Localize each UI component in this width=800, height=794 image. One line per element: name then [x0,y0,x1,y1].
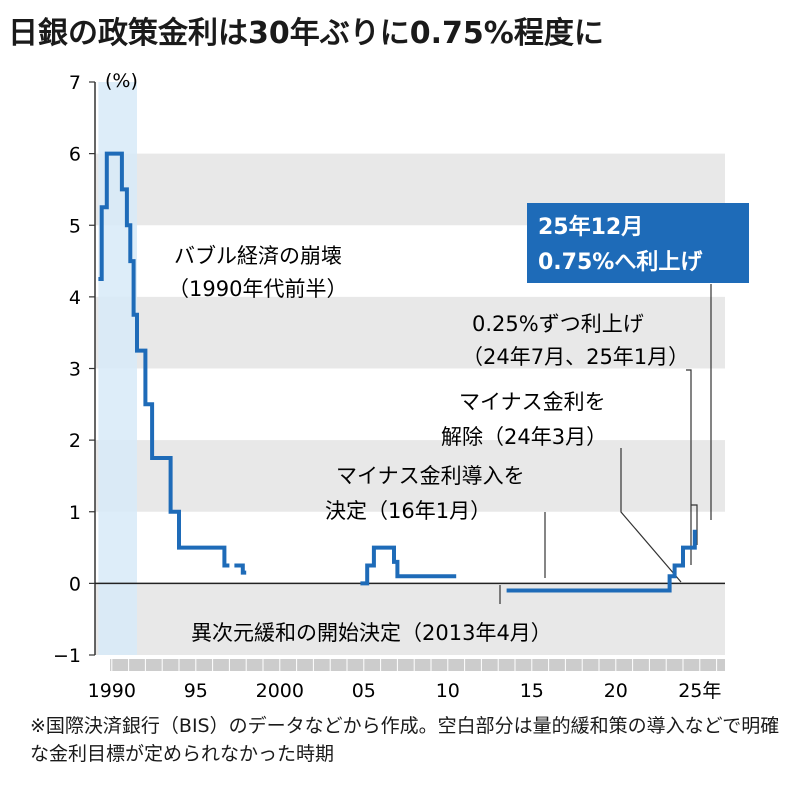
callout-line1: 25年12月 [538,214,643,240]
x-tick-label: 2000 [256,680,304,702]
y-tick-label: 4 [69,287,81,309]
grid-band [95,583,725,655]
x-ticks: 1990 95 2000 05 10 15 20 25年 [88,680,722,702]
callout-box: 25年12月 0.75%へ利上げ [527,203,749,283]
rate-line-segment [506,529,697,593]
rate-line-segment [234,563,247,575]
chart-title: 日銀の政策金利は30年ぶりに0.75%程度に [8,16,604,51]
callout-line2: 0.75%へ利上げ [538,250,703,275]
annotation-text: バブル経済の崩壊 [174,244,342,268]
y-tick-label: 1 [69,502,81,524]
y-axis-label: (%) [105,70,138,92]
rate-line-segment [98,151,230,568]
y-tick-label: 0 [69,573,81,595]
annotation-text: 決定（16年1月） [325,499,491,523]
x-tick-label: 95 [184,680,208,702]
annotation-text: マイナス金利導入を [336,464,525,488]
rate-line-segment [360,545,457,586]
x-tick-label: 1990 [88,680,136,702]
annotation-text: マイナス金利を [459,390,606,414]
x-tick-label: 05 [352,680,376,702]
annotation-leaders [499,284,712,604]
bubble-highlight-band [98,82,137,655]
annotation-text: （1990年代前半） [168,277,347,301]
annotation-text: 解除（24年3月） [441,425,607,449]
leader-line [686,369,692,565]
x-axis-strip-bg [110,659,725,671]
y-tick-label: 5 [69,215,81,237]
y-tick-label: 2 [69,430,81,452]
callout-bg [527,203,749,283]
annotation-text: 0.25%ずつ利上げ [472,312,644,336]
leader-line [620,448,682,583]
grid-bands [95,153,725,655]
grid-band [95,440,725,512]
footnote: ※国際決済銀行（BIS）のデータなどから作成。空白部分は量的緩和策の導入などで明… [30,715,780,765]
x-tick-label: 25年 [678,680,721,702]
y-tick-label: −1 [53,645,81,667]
y-ticks: −1 0 1 2 3 4 5 6 7 [53,72,95,667]
x-tick-label: 20 [604,680,628,702]
y-tick-label: 6 [69,144,81,166]
annotation-text: 異次元緩和の開始決定（2013年4月） [191,621,552,645]
y-tick-label: 7 [69,72,81,94]
chart-area: −1 0 1 2 3 4 5 6 7 1990 95 2000 05 10 15 20 25年 (%) バブル… [53,70,749,702]
leader-line [691,504,698,545]
y-tick-label: 3 [69,359,81,381]
annotation-text: （24年7月、25年1月） [462,345,689,369]
rate-series [98,151,697,593]
x-axis-strip [94,659,725,671]
x-tick-label: 10 [436,680,460,702]
grid-band [95,296,725,369]
x-tick-label: 15 [520,680,544,702]
annotations: バブル経済の崩壊 （1990年代前半） 0.25%ずつ利上げ （24年7月、25年1月… [168,244,689,645]
